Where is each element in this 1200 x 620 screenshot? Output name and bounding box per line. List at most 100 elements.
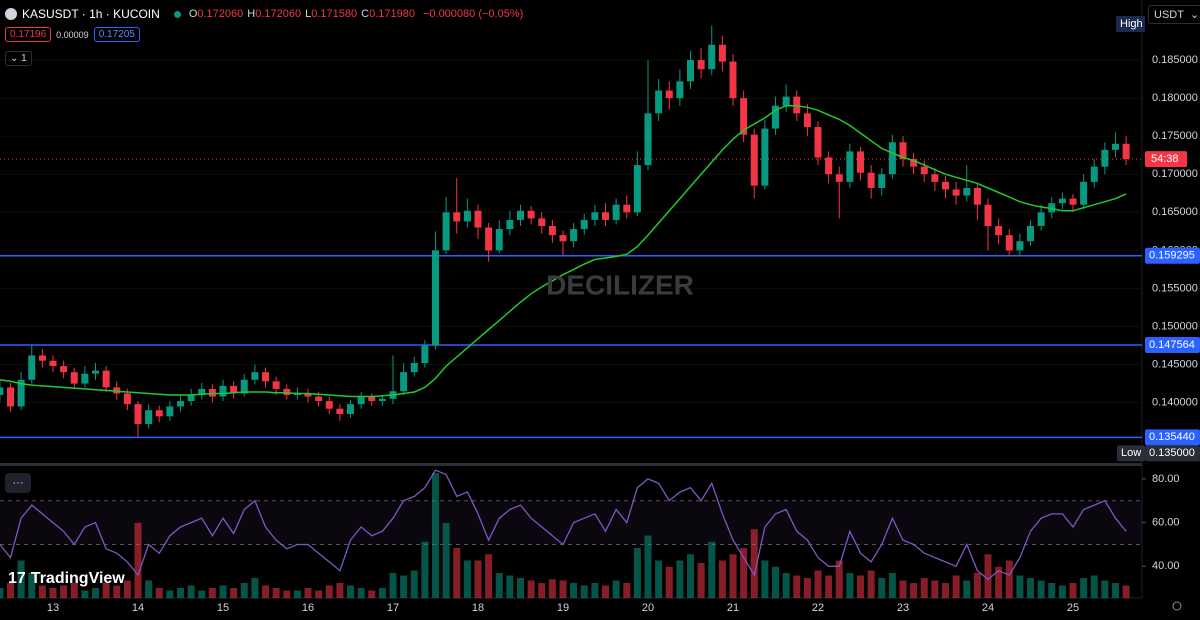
- candle-body: [942, 181, 949, 190]
- candle-body: [60, 366, 68, 373]
- volume-bar: [272, 588, 280, 598]
- indicator-toggle: ⌄ 1: [5, 51, 32, 66]
- candle-body: [198, 388, 206, 396]
- rsi-band: [0, 500, 1142, 545]
- currency-select[interactable]: USDT ⌄: [1148, 5, 1200, 24]
- candle-body: [772, 105, 779, 129]
- volume-bar: [485, 554, 493, 598]
- rsi-tick-label: 80.00: [1152, 473, 1180, 485]
- volume-bar: [825, 575, 833, 598]
- sell-button[interactable]: 0.17196: [5, 27, 52, 42]
- volume-bar: [102, 583, 110, 598]
- candle-body: [1069, 198, 1077, 205]
- candle-body: [70, 372, 78, 384]
- volume-bar: [623, 583, 631, 598]
- legend-row: KASUSDT · 1h · KUCOIN O0.172060 H0.172060…: [5, 7, 523, 21]
- candle-body: [1112, 143, 1119, 150]
- ohlc: O0.172060 H0.172060 L0.171580 C0.171980: [189, 8, 419, 20]
- candle-body: [357, 396, 365, 405]
- volume-bar: [123, 580, 131, 598]
- candle-body: [208, 388, 216, 397]
- volume-bar: [538, 583, 546, 598]
- candle-body: [920, 166, 928, 175]
- trade-row: 0.17196 0.00009 0.17205: [5, 27, 140, 42]
- market-status: [173, 10, 181, 18]
- candle-body: [1122, 143, 1130, 160]
- buy-button[interactable]: 0.17205: [93, 27, 140, 42]
- volume-bar: [835, 560, 843, 598]
- y-tick-label: 0.180000: [1152, 92, 1198, 104]
- candle-body: [304, 393, 312, 397]
- symbol[interactable]: KASUSDT · 1h · KUCOIN: [22, 7, 160, 21]
- candle-body: [761, 128, 769, 186]
- settings-icon[interactable]: [1172, 601, 1182, 611]
- volume-bar: [1037, 580, 1045, 598]
- candle-body: [580, 219, 588, 230]
- volume-bar: [177, 588, 184, 598]
- pane-divider: [0, 463, 1142, 466]
- volume-bar: [1058, 585, 1066, 598]
- volume-bar: [113, 585, 121, 598]
- candle-body: [1027, 226, 1034, 242]
- volume-bar: [7, 583, 14, 598]
- candle-body: [559, 235, 567, 242]
- indicator-count[interactable]: ⌄ 1: [5, 51, 32, 66]
- candle-body: [538, 218, 546, 227]
- ohlc-value: 0.171980: [369, 8, 415, 20]
- candle-body: [867, 172, 875, 188]
- candle-body: [655, 90, 663, 114]
- volume-bar: [740, 548, 748, 598]
- candle-body: [697, 60, 705, 70]
- candle-body: [803, 113, 811, 128]
- ohlc-key: H: [247, 8, 256, 20]
- candle-body: [7, 387, 14, 407]
- candle-body: [517, 210, 524, 220]
- volume-bar: [1005, 560, 1013, 598]
- volume-bar: [357, 588, 365, 598]
- volume-bar: [1027, 578, 1034, 598]
- candle-body: [123, 393, 131, 405]
- y-tick-label: 0.185000: [1152, 54, 1198, 66]
- x-tick-label: 23: [897, 602, 909, 614]
- x-tick-label: 25: [1067, 602, 1079, 614]
- volume-bar: [814, 570, 822, 598]
- volume-bar: [28, 573, 36, 598]
- candle-body: [623, 204, 631, 213]
- candle-body: [570, 229, 578, 242]
- candle-body: [336, 408, 344, 415]
- volume-bar: [793, 575, 801, 598]
- volume-bar: [1122, 585, 1130, 598]
- x-tick-label: 15: [217, 602, 229, 614]
- volume-bar: [155, 588, 163, 598]
- volume-bar: [262, 585, 269, 598]
- candle-body: [400, 372, 408, 392]
- candle-body: [432, 250, 439, 346]
- volume-bar: [772, 566, 779, 598]
- level-label: 0.147564: [1149, 339, 1195, 351]
- volume-bar: [527, 580, 535, 598]
- pane-menu[interactable]: ···: [5, 473, 31, 493]
- candle-body: [272, 381, 280, 389]
- candle-body: [113, 387, 121, 394]
- volume-bar: [17, 560, 25, 598]
- candle-body: [325, 401, 333, 409]
- volume-bar: [325, 585, 333, 598]
- candle-body: [81, 373, 89, 384]
- volume-bar: [251, 578, 259, 598]
- candle-body: [782, 96, 790, 106]
- candle-body: [729, 61, 737, 99]
- candle-body: [846, 151, 854, 182]
- rsi-tick-label: 60.00: [1152, 517, 1180, 529]
- volume-bar: [315, 590, 323, 598]
- high-marker-box: [1116, 16, 1145, 32]
- volume-bar: [410, 570, 418, 598]
- volume-bar: [995, 566, 1003, 598]
- volume-bar: [857, 575, 864, 598]
- volume-bar: [432, 473, 439, 598]
- volume-bar: [697, 563, 705, 598]
- low-marker: Low: [1121, 447, 1141, 459]
- y-tick-label: 0.140000: [1152, 397, 1198, 409]
- axes-layer: 0.1400000.1450000.1500000.1550000.160000…: [47, 16, 1200, 614]
- volume-bar: [676, 560, 684, 598]
